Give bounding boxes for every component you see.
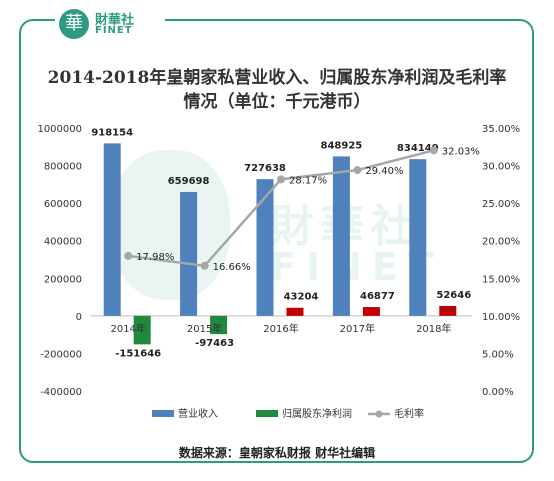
y-left-tick-label: 600000 [44, 199, 82, 210]
source-note: 数据来源：皇朝家私财报 财华社编辑 [178, 446, 376, 460]
y-left-tick-label: 400000 [44, 237, 82, 248]
x-tick-label: 2017年 [340, 322, 375, 335]
legend-margin-label: 毛利率 [394, 407, 424, 420]
revenue-data-label: 727638 [244, 163, 286, 174]
y-right-tick-label: 20.00% [482, 237, 520, 248]
x-tick-label: 2018年 [416, 322, 451, 335]
revenue-bar [332, 156, 350, 316]
revenue-data-label: 918154 [91, 127, 133, 138]
y-left-tick-label: 1000000 [37, 124, 82, 135]
revenue-data-label: 834149 [397, 143, 439, 154]
profit-bar [133, 315, 151, 345]
y-right-tick-label: 5.00% [482, 349, 514, 360]
profit-bar [286, 307, 304, 316]
x-tick-label: 2014年 [110, 322, 145, 335]
profit-bar [210, 315, 228, 335]
revenue-bar [103, 143, 121, 316]
legend-profit-swatch [256, 410, 278, 417]
profit-data-label: -151646 [115, 348, 161, 359]
finet-logo-cn: 財華社 [95, 13, 135, 28]
profit-bar [362, 307, 380, 316]
y-right-tick-label: 15.00% [482, 274, 520, 285]
margin-point [124, 251, 133, 260]
y-left-tick-label: -400000 [40, 387, 82, 398]
finet-logo-badge: 華 [59, 9, 89, 39]
revenue-data-label: 659698 [168, 176, 210, 187]
legend-revenue-swatch [152, 410, 174, 417]
y-left-tick-label: -200000 [40, 349, 82, 360]
profit-data-label: 43204 [284, 292, 319, 303]
legend-margin-marker [375, 410, 383, 418]
y-right-tick-label: 0.00% [482, 387, 514, 398]
y-right-tick-label: 30.00% [482, 162, 520, 173]
legend-profit-label: 归属股东净利润 [282, 407, 352, 420]
margin-data-label: 16.66% [213, 262, 251, 273]
y-right-tick-label: 10.00% [482, 312, 520, 323]
margin-data-label: 17.98% [136, 252, 174, 263]
y-left-tick-label: 200000 [44, 274, 82, 285]
margin-data-label: 29.40% [365, 166, 403, 177]
revenue-bar [409, 159, 427, 316]
margin-point [353, 166, 362, 175]
margin-point [429, 146, 438, 155]
finet-logo-en: FINET [95, 25, 133, 36]
margin-data-label: 32.03% [442, 146, 480, 157]
margin-point [200, 261, 209, 270]
profit-bar [439, 305, 457, 316]
revenue-bar [180, 191, 198, 316]
margin-point [277, 175, 285, 184]
x-tick-label: 2015年 [187, 322, 222, 335]
y-right-tick-label: 25.00% [482, 199, 520, 210]
revenue-bar [256, 179, 274, 316]
chart-title: 2014-2018年皇朝家私营业收入、归属股东净利润及毛利率情况（单位：千元港币… [47, 68, 507, 112]
x-tick-label: 2016年 [263, 322, 298, 335]
finet-logo: 華 財華社 FINET [55, 6, 165, 40]
legend-revenue-label: 营业收入 [178, 407, 218, 420]
profit-data-label: 46877 [360, 291, 395, 302]
margin-data-label: 28.17% [289, 175, 327, 186]
y-right-tick-label: 35.00% [482, 124, 520, 135]
revenue-data-label: 848925 [321, 140, 363, 151]
profit-data-label: 52646 [436, 290, 471, 301]
y-left-tick-label: 0 [76, 312, 82, 323]
y-left-tick-label: 800000 [44, 162, 82, 173]
profit-data-label: -97463 [195, 338, 234, 349]
